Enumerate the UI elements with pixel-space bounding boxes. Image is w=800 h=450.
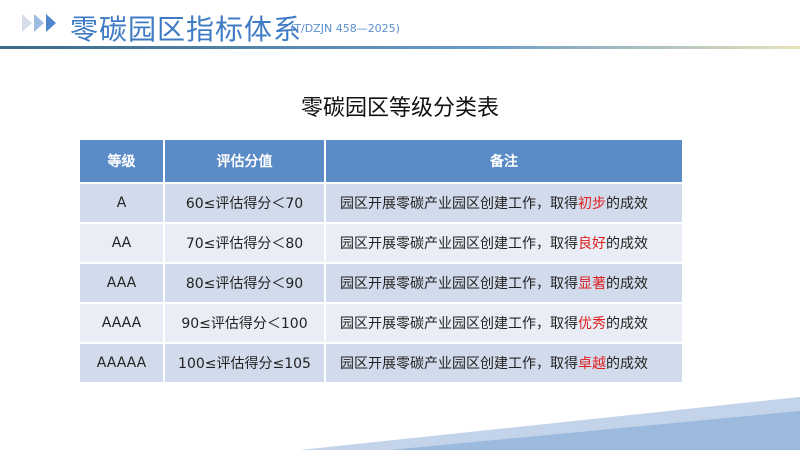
page-title: 零碳园区指标体系	[70, 13, 303, 46]
remark-highlight: 初步	[578, 196, 606, 212]
remark-text: 园区开展零碳产业园区创建工作，取得	[340, 276, 578, 292]
header-divider	[0, 46, 800, 49]
remark-text: 园区开展零碳产业园区创建工作，取得	[340, 196, 578, 212]
remark-cell: 园区开展零碳产业园区创建工作，取得初步的成效	[325, 183, 682, 224]
header: 零碳园区指标体系 (T/DZJN 458—2025)	[0, 0, 800, 50]
score-cell: 100≤评估得分≤105	[164, 343, 326, 384]
remark-highlight: 显著	[578, 276, 606, 292]
grade-cell: AAAA	[80, 303, 165, 344]
table-header-row: 等级 评估分值 备注	[80, 140, 682, 184]
grade-table: 等级 评估分值 备注 A 60≤评估得分＜70 园区开展零碳产业园区创建工作，取…	[80, 140, 682, 384]
table-row: AAA 80≤评估得分＜90 园区开展零碳产业园区创建工作，取得显著的成效	[80, 263, 682, 304]
remark-suffix: 的成效	[606, 196, 648, 212]
remark-text: 园区开展零碳产业园区创建工作，取得	[340, 356, 578, 372]
score-cell: 60≤评估得分＜70	[164, 183, 326, 224]
standard-code: (T/DZJN 458—2025)	[290, 22, 400, 35]
remark-suffix: 的成效	[606, 276, 648, 292]
remark-text: 园区开展零碳产业园区创建工作，取得	[340, 316, 578, 332]
remark-suffix: 的成效	[606, 356, 648, 372]
header-grade: 等级	[80, 140, 165, 184]
remark-cell: 园区开展零碳产业园区创建工作，取得良好的成效	[325, 223, 682, 264]
grade-cell: AAA	[80, 263, 165, 304]
score-cell: 90≤评估得分＜100	[164, 303, 326, 344]
header-remark: 备注	[325, 140, 682, 184]
remark-highlight: 良好	[578, 236, 606, 252]
table-row: AAAAA 100≤评估得分≤105 园区开展零碳产业园区创建工作，取得卓越的成…	[80, 343, 682, 384]
remark-suffix: 的成效	[606, 236, 648, 252]
header-score: 评估分值	[164, 140, 326, 184]
remark-highlight: 卓越	[578, 356, 606, 372]
score-cell: 70≤评估得分＜80	[164, 223, 326, 264]
remark-text: 园区开展零碳产业园区创建工作，取得	[340, 236, 578, 252]
remark-cell: 园区开展零碳产业园区创建工作，取得卓越的成效	[325, 343, 682, 384]
grade-cell: AA	[80, 223, 165, 264]
remark-highlight: 优秀	[578, 316, 606, 332]
table-row: AAAA 90≤评估得分＜100 园区开展零碳产业园区创建工作，取得优秀的成效	[80, 303, 682, 344]
table-row: A 60≤评估得分＜70 园区开展零碳产业园区创建工作，取得初步的成效	[80, 183, 682, 224]
remark-suffix: 的成效	[606, 316, 648, 332]
remark-cell: 园区开展零碳产业园区创建工作，取得优秀的成效	[325, 303, 682, 344]
grade-cell: A	[80, 183, 165, 224]
grade-cell: AAAAA	[80, 343, 165, 384]
score-cell: 80≤评估得分＜90	[164, 263, 326, 304]
table-title: 零碳园区等级分类表	[300, 96, 499, 121]
remark-cell: 园区开展零碳产业园区创建工作，取得显著的成效	[325, 263, 682, 304]
table-row: AA 70≤评估得分＜80 园区开展零碳产业园区创建工作，取得良好的成效	[80, 223, 682, 264]
